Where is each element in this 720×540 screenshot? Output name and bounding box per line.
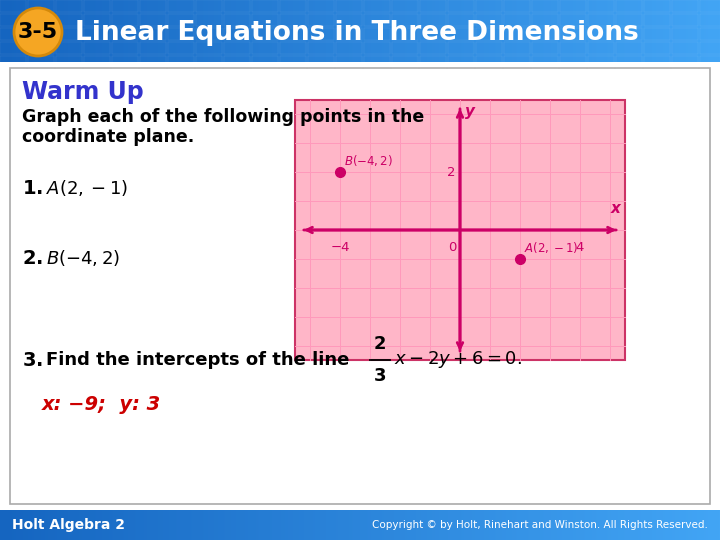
Text: 3: 3 — [374, 367, 386, 385]
Text: y: y — [465, 104, 475, 119]
Text: Holt Algebra 2: Holt Algebra 2 — [12, 518, 125, 532]
Text: coordinate plane.: coordinate plane. — [22, 128, 194, 146]
Text: 4: 4 — [576, 241, 584, 254]
Text: Copyright © by Holt, Rinehart and Winston. All Rights Reserved.: Copyright © by Holt, Rinehart and Winsto… — [372, 520, 708, 530]
Text: $A(2, -1)$: $A(2, -1)$ — [46, 178, 128, 198]
Text: $\mathbf{1.}$: $\mathbf{1.}$ — [22, 179, 43, 198]
Text: $A(2,-1)$: $A(2,-1)$ — [524, 240, 578, 255]
Text: 3-5: 3-5 — [18, 22, 58, 42]
Text: 0: 0 — [448, 241, 456, 254]
Text: Graph each of the following points in the: Graph each of the following points in th… — [22, 108, 424, 126]
Text: $\mathbf{3.}$: $\mathbf{3.}$ — [22, 350, 43, 369]
Text: $B(-4, 2)$: $B(-4, 2)$ — [46, 248, 120, 268]
Circle shape — [14, 8, 62, 56]
Text: $x-2y+6{=}0.$: $x-2y+6{=}0.$ — [394, 349, 522, 370]
Text: −4: −4 — [330, 241, 350, 254]
Text: x: −9;  y: 3: x: −9; y: 3 — [42, 395, 161, 415]
FancyBboxPatch shape — [10, 68, 710, 504]
Text: 2: 2 — [374, 335, 386, 353]
Text: $B(-4, 2)$: $B(-4, 2)$ — [344, 153, 393, 168]
Text: Linear Equations in Three Dimensions: Linear Equations in Three Dimensions — [75, 20, 639, 46]
FancyBboxPatch shape — [295, 100, 625, 360]
Text: $\mathbf{2.}$: $\mathbf{2.}$ — [22, 248, 43, 267]
Text: Warm Up: Warm Up — [22, 80, 144, 104]
Text: Find the intercepts of the line: Find the intercepts of the line — [46, 351, 349, 369]
Text: 2: 2 — [446, 166, 455, 179]
Text: x: x — [611, 201, 621, 216]
